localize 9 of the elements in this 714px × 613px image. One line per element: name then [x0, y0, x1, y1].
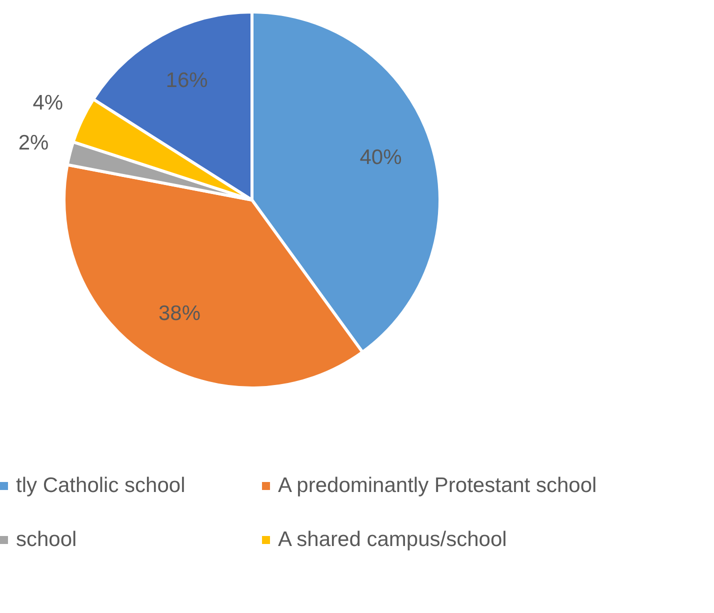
data-label: 4%	[32, 92, 64, 115]
legend-label: A predominantly Protestant school	[278, 474, 597, 498]
legend-label: tly Catholic school	[16, 474, 186, 498]
data-label: 2%	[18, 132, 49, 155]
legend-label: A shared campus/school	[278, 528, 507, 552]
legend-label: school	[16, 528, 77, 552]
data-label: 38%	[158, 302, 200, 326]
data-label: 40%	[360, 146, 402, 169]
data-label: 16%	[166, 69, 208, 92]
